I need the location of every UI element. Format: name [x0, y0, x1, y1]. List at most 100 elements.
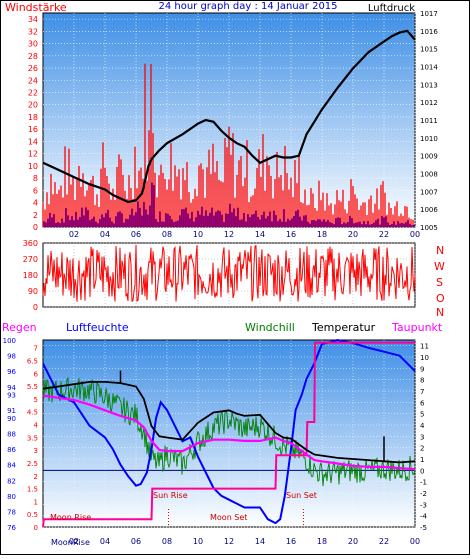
- wind-tick-label: 14: [28, 137, 38, 146]
- chart-title: 24 hour graph day : 14 Januar 2015: [158, 1, 337, 12]
- rain-line: [42, 341, 415, 528]
- rain-tick-label: 3.5: [27, 434, 38, 442]
- temp-tick-label: -3: [420, 501, 427, 509]
- humidity-tick-label: 78: [7, 508, 16, 516]
- temp-tick-label: 8: [420, 377, 424, 385]
- windchill-label: Windchill: [245, 321, 295, 334]
- pressure-tick-label: 1008: [420, 171, 438, 179]
- wind-tick-label: 0: [33, 223, 38, 232]
- time-tick-label: 22: [379, 230, 389, 239]
- direction-tick-label: 180: [23, 271, 38, 280]
- temp-tick-label: 2: [420, 445, 424, 453]
- temp-tick-label: -5: [420, 524, 427, 532]
- rain-tick-label: 1: [34, 498, 38, 506]
- sun-set-label: Sun Set: [286, 491, 317, 500]
- moon-rise-label: Moon Rise: [50, 513, 91, 522]
- compass-label-s: S: [436, 276, 443, 289]
- wind-direction-line: [42, 244, 416, 303]
- rain-label: Regen: [2, 321, 37, 334]
- time-tick-label: 12: [224, 230, 234, 239]
- time-tick-label: 02: [69, 537, 79, 546]
- rain-tick-label: 0.5: [27, 511, 38, 519]
- rain-tick-label: 7: [34, 345, 38, 353]
- rain-tick-label: 4: [34, 422, 39, 430]
- pressure-tick-label: 1011: [420, 117, 438, 125]
- time-tick-label: 14: [255, 537, 265, 546]
- time-tick-label: 08: [162, 537, 172, 546]
- dewpoint-label: Taupunkt: [391, 321, 443, 334]
- wind-tick-label: 4: [33, 199, 38, 208]
- time-tick-label: 16: [286, 537, 296, 546]
- time-tick-label: 16: [286, 230, 296, 239]
- temp-tick-label: -2: [420, 490, 427, 498]
- temperature-label: Temperatur: [311, 321, 376, 334]
- wind-tick-label: 6: [33, 186, 38, 195]
- time-tick-label: 10: [193, 230, 203, 239]
- pressure-tick-label: 1015: [420, 46, 438, 54]
- temperature-line: [42, 381, 416, 464]
- temp-tick-label: 10: [420, 354, 429, 362]
- pressure-tick-label: 1005: [420, 224, 438, 232]
- wind-tick-label: 30: [28, 40, 38, 49]
- time-tick-label: 20: [348, 537, 358, 546]
- humidity-tick-label: 96: [7, 368, 16, 376]
- pressure-tick-label: 1009: [420, 153, 438, 161]
- pressure-tick-label: 1012: [420, 99, 438, 107]
- humidity-label: Luftfeuchte: [66, 321, 129, 334]
- wind-tick-label: 10: [28, 162, 38, 171]
- time-tick-label: 18: [317, 230, 327, 239]
- wind-tick-label: 32: [28, 27, 38, 36]
- wind-tick-label: 20: [28, 101, 38, 110]
- temp-tick-label: 3: [420, 433, 424, 441]
- direction-tick-label: 360: [23, 239, 38, 248]
- humidity-tick-label: 76: [7, 524, 16, 532]
- time-tick-label: 10: [193, 537, 203, 546]
- wind-tick-label: 2: [33, 211, 38, 220]
- time-tick-label: 08: [162, 230, 172, 239]
- pressure-axis-title: Luftdruck: [368, 3, 415, 14]
- compass-label-w: W: [434, 260, 445, 273]
- wind-tick-label: 18: [28, 113, 38, 122]
- rain-tick-label: 0: [34, 524, 38, 532]
- rain-tick-label: 4.5: [27, 409, 38, 417]
- humidity-tick-label: 98: [7, 353, 16, 361]
- wind-tick-label: 12: [28, 150, 38, 159]
- temp-tick-label: -1: [420, 479, 427, 487]
- pressure-tick-label: 1013: [420, 81, 438, 89]
- rain-tick-label: 3: [34, 447, 38, 455]
- time-tick-label: 06: [131, 537, 141, 546]
- pressure-tick-label: 1017: [420, 10, 438, 18]
- direction-tick-label: 270: [23, 255, 38, 264]
- pressure-tick-label: 1016: [420, 28, 438, 36]
- wind-tick-label: 34: [28, 15, 38, 24]
- time-tick-label: 14: [255, 230, 265, 239]
- axis-labels-layer: 0246810121416182022242628303234100510061…: [3, 10, 439, 546]
- rain-tick-label: 1.5: [27, 486, 38, 494]
- temp-tick-label: 4: [420, 422, 425, 430]
- wind-tick-label: 28: [28, 52, 38, 61]
- rise-tick-label: Rise: [73, 538, 90, 547]
- temp-tick-label: 11: [420, 343, 429, 351]
- rain-tick-label: 5: [34, 396, 38, 404]
- humidity-tick-label: 93: [7, 392, 16, 400]
- wind-tick-label: 16: [28, 125, 38, 134]
- humidity-tick-label: 80: [7, 493, 16, 501]
- moon-tick-label: Moon: [51, 538, 73, 547]
- time-tick-label: 06: [131, 230, 141, 239]
- pressure-tick-label: 1006: [420, 206, 438, 214]
- direction-tick-label: 90: [28, 287, 38, 296]
- temp-tick-label: 0: [420, 467, 424, 475]
- humidity-tick-label: 100: [3, 337, 16, 345]
- pressure-tick-label: 1010: [420, 135, 438, 143]
- wind-tick-label: 8: [33, 174, 38, 183]
- rain-tick-label: 2: [34, 473, 38, 481]
- time-tick-label: 12: [224, 537, 234, 546]
- humidity-tick-label: 91: [7, 407, 16, 415]
- moon-set-label: Moon Set: [210, 513, 247, 522]
- humidity-tick-label: 88: [7, 431, 16, 439]
- wind-axis-title: Windstärke: [5, 1, 67, 14]
- rain-tick-label: 6.5: [27, 357, 38, 365]
- time-tick-label: 00: [410, 230, 420, 239]
